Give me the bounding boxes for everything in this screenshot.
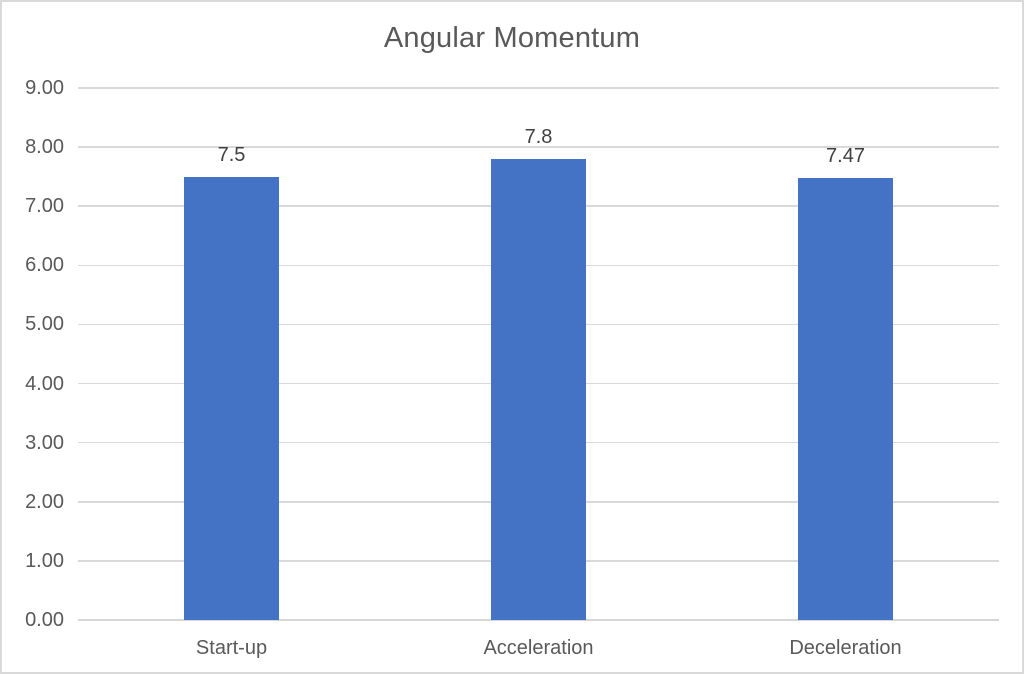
- y-tick-label: 8.00: [25, 136, 64, 159]
- gridline: [78, 87, 999, 89]
- y-tick-label: 4.00: [25, 372, 64, 395]
- y-tick-label: 1.00: [25, 549, 64, 572]
- y-tick-label: 6.00: [25, 254, 64, 277]
- x-axis-line: [78, 619, 999, 621]
- chart-title: Angular Momentum: [383, 22, 641, 54]
- gridline: [78, 146, 999, 148]
- bar-deceleration: [798, 178, 893, 620]
- y-tick-label: 7.00: [25, 195, 64, 218]
- y-tick-label: 3.00: [25, 431, 64, 454]
- bar-value-label: 7.47: [826, 145, 865, 168]
- bar-value-label: 7.5: [217, 143, 246, 166]
- x-axis-label: Start-up: [195, 637, 268, 659]
- y-tick-label: 2.00: [25, 490, 64, 513]
- bar-start-up: [184, 176, 279, 620]
- bar-acceleration: [491, 158, 586, 620]
- plot-area: 7.5 Start-up 7.8 Acceleration 7.47 Decelerati…: [78, 87, 999, 659]
- bar-value-label: 7.8: [524, 125, 553, 148]
- x-axis-label: Deceleration: [789, 637, 902, 659]
- y-tick-label: 0.00: [25, 609, 64, 631]
- y-tick-label: 5.00: [25, 313, 64, 336]
- x-axis-label: Acceleration: [483, 637, 594, 659]
- y-tick-label: 9.00: [25, 77, 64, 99]
